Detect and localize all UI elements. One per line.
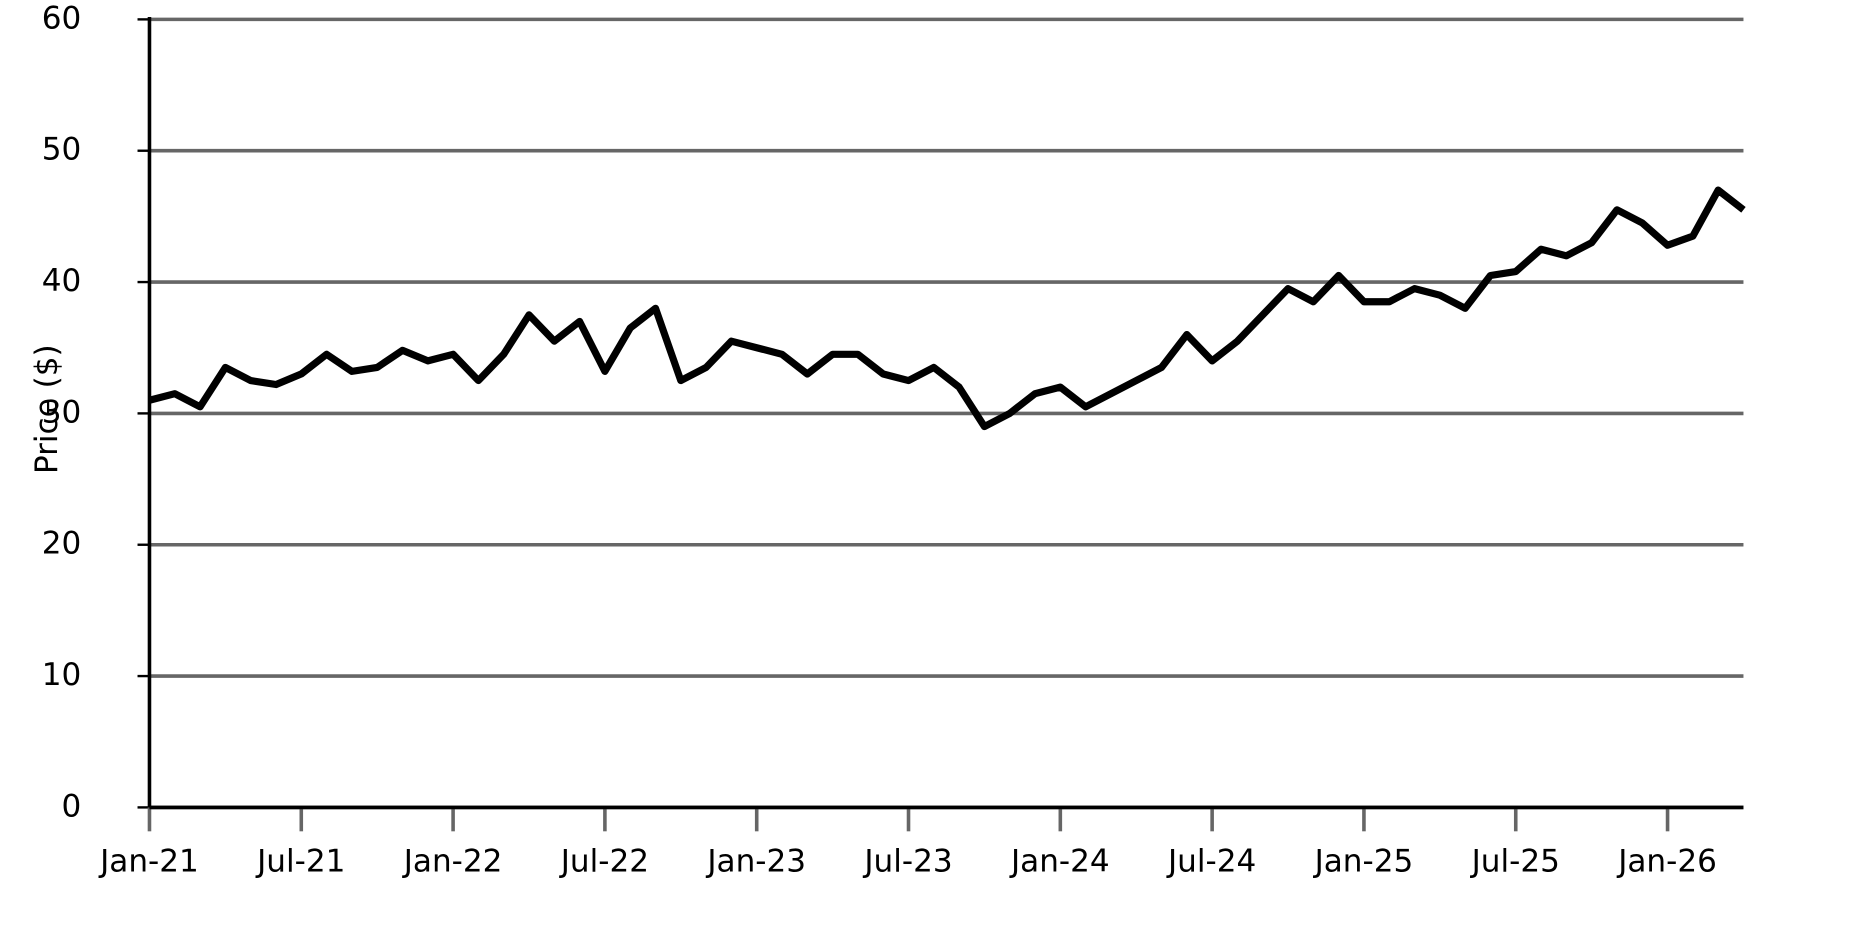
x-tick-label: Jan-26: [1616, 843, 1717, 879]
x-tick-label: Jul-23: [862, 843, 952, 879]
price-line: [148, 186, 1746, 431]
y-tick-label: 50: [42, 132, 82, 168]
x-tick-label: Jan-21: [98, 843, 199, 879]
y-tick-label: 30: [42, 394, 82, 430]
y-axis-label: Price ($): [29, 344, 65, 474]
y-tick-label: 0: [62, 788, 82, 824]
x-tick-label: Jul-22: [559, 843, 649, 879]
y-tick-label: 20: [42, 526, 82, 562]
y-tick-label: 10: [42, 657, 82, 693]
x-tick-label: Jan-24: [1009, 843, 1110, 879]
x-tick-label: Jan-22: [402, 843, 503, 879]
x-tick-label: Jan-23: [705, 843, 806, 879]
x-tick-label: Jul-21: [255, 843, 345, 879]
y-tick-label: 60: [42, 0, 82, 36]
x-tick-label: Jul-25: [1470, 843, 1560, 879]
x-tick-label: Jul-24: [1166, 843, 1256, 879]
x-tick-label: Jan-25: [1313, 843, 1414, 879]
y-tick-label: 40: [42, 263, 82, 299]
